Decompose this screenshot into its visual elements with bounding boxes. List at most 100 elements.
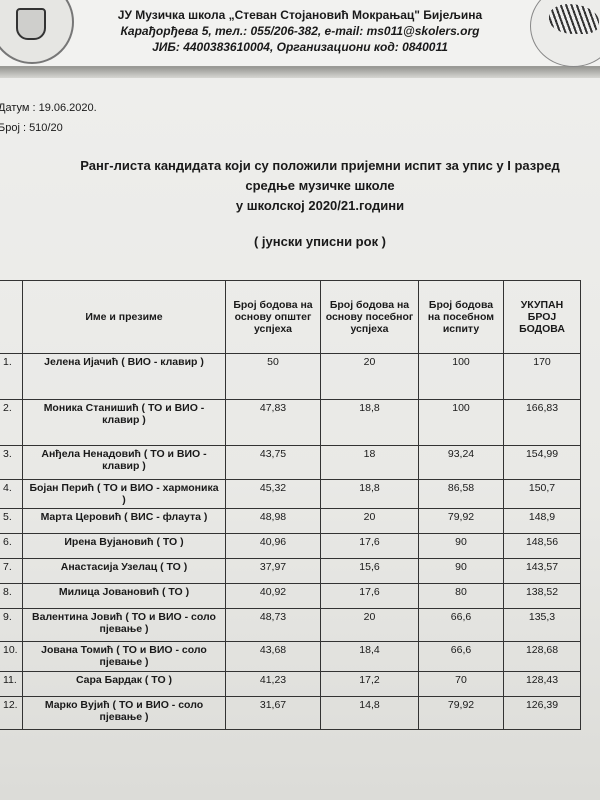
ranking-table: Име и презиме Број бодова на основу опште… [0,280,581,730]
rank-cell: 8. [0,583,23,609]
total-points-cell: 135,3 [503,608,581,642]
rank-cell: 7. [0,558,23,584]
table-row: 1. Јелена Ијачић ( ВИО - клавир ) 50 20 100 1… [0,353,581,400]
coat-of-arms-seal-icon [0,0,74,64]
school-ids: ЈИБ: 4400383610004, Организациони код: 0… [152,40,448,54]
name-cell: Јелена Ијачић ( ВИО - клавир ) [22,353,226,400]
rank-cell: 2. [0,399,23,446]
name-cell: Сара Бардак ( ТО ) [22,671,226,697]
total-points-cell: 143,57 [503,558,581,584]
header-exam-points: Број бодова на посебном испиту [418,280,504,354]
general-points-cell: 43,68 [225,641,321,672]
table-row: 9. Валентина Јовић ( ТО и ВИО - соло пјев… [0,608,581,642]
header-general-points: Број бодова на основу општег успјеха [225,280,321,354]
rank-cell: 6. [0,533,23,559]
total-points-cell: 128,43 [503,671,581,697]
exam-points-cell: 100 [418,353,504,400]
header-total-points: УКУПАН БРОЈ БОДОВА [503,280,581,354]
letterhead: ЈУ Музичка школа „Стеван Стојановић Мокр… [0,0,600,68]
special-points-cell: 17,6 [320,533,419,559]
special-points-cell: 18,8 [320,479,419,509]
rank-cell: 11. [0,671,23,697]
exam-points-cell: 90 [418,533,504,559]
school-name: ЈУ Музичка школа „Стеван Стојановић Мокр… [117,8,483,22]
general-points-cell: 31,67 [225,696,321,730]
exam-points-cell: 100 [418,399,504,446]
exam-points-cell: 90 [418,558,504,584]
name-cell: Јована Томић ( ТО и ВИО - соло пјевање ) [22,641,226,672]
name-cell: Марко Вујић ( ТО и ВИО - соло пјевање ) [22,696,226,730]
total-points-cell: 166,83 [503,399,581,446]
total-points-cell: 126,39 [503,696,581,730]
school-address: Карађорђева 5, тел.: 055/206-382, e-mail… [120,24,480,38]
exam-points-cell: 93,24 [418,445,504,480]
rank-cell: 3. [0,445,23,480]
exam-points-cell: 66,6 [418,641,504,672]
rank-cell: 4. [0,479,23,509]
special-points-cell: 17,6 [320,583,419,609]
fold-shadow [0,68,600,78]
general-points-cell: 48,98 [225,508,321,534]
table-row: 7. Анастасија Узелац ( ТО ) 37,97 15,6 90 143… [0,558,581,584]
total-points-cell: 138,52 [503,583,581,609]
name-cell: Моника Станишић ( ТО и ВИО - клавир ) [22,399,226,446]
total-points-cell: 154,99 [503,445,581,480]
exam-points-cell: 86,58 [418,479,504,509]
table-row: 8. Милица Јовановић ( ТО ) 40,92 17,6 80 138,… [0,583,581,609]
table-header-row: Име и презиме Број бодова на основу опште… [0,280,581,354]
special-points-cell: 20 [320,608,419,642]
exam-points-cell: 70 [418,671,504,697]
name-cell: Бојан Перић ( ТО и ВИО - хармоника ) [22,479,226,509]
name-cell: Анастасија Узелац ( ТО ) [22,558,226,584]
general-points-cell: 40,96 [225,533,321,559]
name-cell: Валентина Јовић ( ТО и ВИО - соло пјевањ… [22,608,226,642]
total-points-cell: 150,7 [503,479,581,509]
rank-cell: 9. [0,608,23,642]
general-points-cell: 37,97 [225,558,321,584]
total-points-cell: 170 [503,353,581,400]
general-points-cell: 47,83 [225,399,321,446]
special-points-cell: 14,8 [320,696,419,730]
exam-points-cell: 66,6 [418,608,504,642]
document-date: Датум : 19.06.2020. [0,102,97,114]
table-row: 4. Бојан Перић ( ТО и ВИО - хармоника ) 45… [0,479,581,509]
general-points-cell: 40,92 [225,583,321,609]
header-rank [0,280,23,354]
special-points-cell: 17,2 [320,671,419,697]
name-cell: Ирена Вујановић ( ТО ) [22,533,226,559]
general-points-cell: 45,32 [225,479,321,509]
special-points-cell: 18 [320,445,419,480]
exam-points-cell: 79,92 [418,696,504,730]
special-points-cell: 18,8 [320,399,419,446]
header-special-points: Број бодова на основу посебног успјеха [320,280,419,354]
table-row: 6. Ирена Вујановић ( ТО ) 40,96 17,6 90 148,5… [0,533,581,559]
rank-cell: 12. [0,696,23,730]
table-row: 11. Сара Бардак ( ТО ) 41,23 17,2 70 128,43 [0,671,581,697]
table-row: 10. Јована Томић ( ТО и ВИО - соло пјевањ… [0,641,581,672]
general-points-cell: 41,23 [225,671,321,697]
name-cell: Марта Церовић ( ВИС - флаута ) [22,508,226,534]
exam-points-cell: 80 [418,583,504,609]
rank-cell: 10. [0,641,23,672]
total-points-cell: 148,9 [503,508,581,534]
name-cell: Анђела Ненадовић ( ТО и ВИО - клавир ) [22,445,226,480]
table-row: 3. Анђела Ненадовић ( ТО и ВИО - клавир )… [0,445,581,480]
special-points-cell: 18,4 [320,641,419,672]
special-points-cell: 20 [320,353,419,400]
subtitle: ( јунски уписни рок ) [253,234,387,249]
general-points-cell: 48,73 [225,608,321,642]
table-row: 12. Марко Вујић ( ТО и ВИО - соло пјевање… [0,696,581,730]
table-row: 2. Моника Станишић ( ТО и ВИО - клавир ) 4… [0,399,581,446]
special-points-cell: 20 [320,508,419,534]
rank-cell: 5. [0,508,23,534]
title-line-3: у школској 2020/21.години [235,198,405,213]
table-row: 5. Марта Церовић ( ВИС - флаута ) 48,98 20 7… [0,508,581,534]
general-points-cell: 50 [225,353,321,400]
total-points-cell: 148,56 [503,533,581,559]
name-cell: Милица Јовановић ( ТО ) [22,583,226,609]
header-name: Име и презиме [22,280,226,354]
rank-cell: 1. [0,353,23,400]
title-line-2: средње музичке школе [245,178,395,193]
special-points-cell: 15,6 [320,558,419,584]
